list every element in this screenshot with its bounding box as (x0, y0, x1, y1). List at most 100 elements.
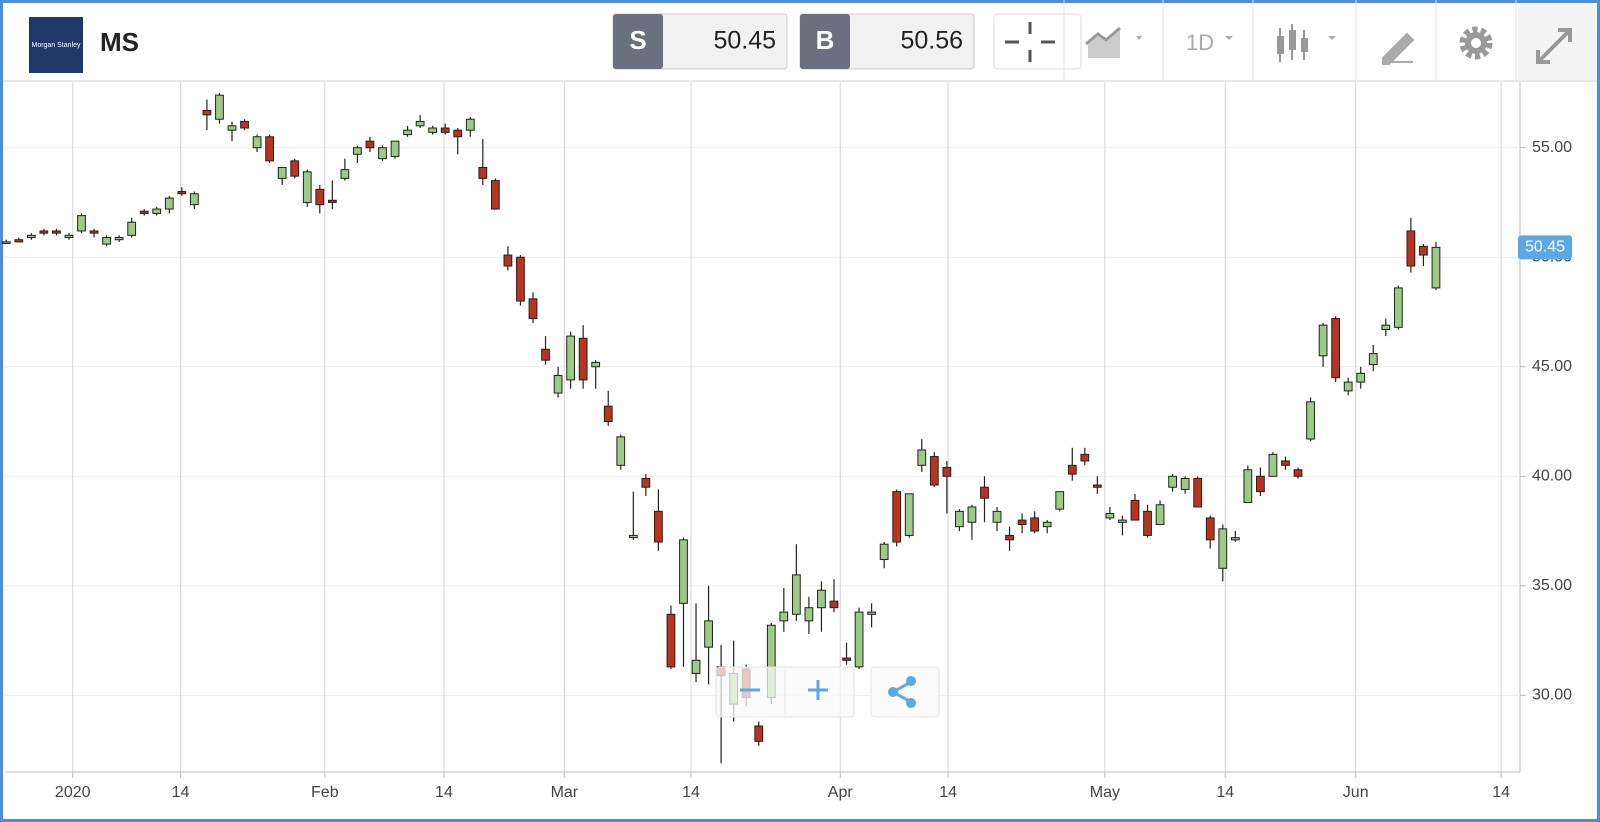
candle-body (114, 237, 124, 241)
candle-body (804, 607, 814, 622)
candle-body (1406, 230, 1416, 267)
candle-body (465, 118, 475, 131)
sell-tag (613, 14, 663, 69)
candle-body (453, 129, 463, 138)
buy-price: 50.56 (900, 27, 963, 55)
crosshair-button[interactable] (993, 13, 1082, 70)
interval[interactable]: 1D (1186, 30, 1214, 55)
gear-teeth (1459, 26, 1493, 60)
candle-body (691, 659, 701, 674)
x-tick-label: Apr (828, 784, 854, 801)
candle-body (791, 574, 801, 615)
x-tick-label: May (1090, 784, 1120, 801)
x-tick-label: 14 (939, 784, 957, 801)
candle-body (302, 171, 312, 203)
candle-body (189, 193, 199, 206)
candle-body (353, 147, 362, 155)
buy-button[interactable]: B 50.56 (799, 13, 975, 70)
candle-body (817, 589, 826, 609)
candle-body (528, 298, 538, 320)
dropdown-arrow (1225, 36, 1233, 40)
x-tick-label: Jun (1343, 784, 1369, 801)
candle-body (516, 256, 525, 302)
y-tick-label: 40.00 (1532, 468, 1572, 485)
candle-body (854, 611, 864, 668)
candle-body (378, 147, 387, 160)
toolbar: Morgan Stanley MS S 50.45 B 50.56 1D (3, 0, 1597, 82)
candle-body (152, 208, 162, 214)
buy-label: B (816, 25, 835, 55)
candle-body (1105, 513, 1115, 519)
chart-type-button[interactable] (1085, 26, 1142, 58)
candle-body (779, 611, 789, 622)
candle-body (478, 166, 488, 179)
candle-body (654, 510, 663, 543)
interval-button[interactable]: 1D (1186, 30, 1233, 55)
x-tick-label: 2020 (55, 784, 91, 801)
candle-body (403, 129, 412, 136)
candle-body (955, 510, 964, 528)
chart-type-icon (1088, 30, 1120, 58)
zoom-controls (715, 666, 940, 718)
candle-body (1368, 353, 1378, 366)
candle-body (879, 543, 889, 561)
candles-button[interactable] (1277, 24, 1336, 62)
fullscreen-icon (1536, 28, 1572, 64)
candle-body (1055, 491, 1065, 510)
candle-body (1080, 453, 1090, 462)
last-price-label: 50.45 (1525, 239, 1565, 256)
sell-button[interactable]: S 50.45 (612, 13, 788, 70)
candle-body (14, 239, 24, 243)
chart-type-line (1085, 26, 1121, 46)
candle-body (1281, 460, 1290, 466)
candle-body (1343, 381, 1353, 392)
candle-body (26, 234, 36, 239)
share-box[interactable] (870, 666, 940, 718)
candle-body (1130, 499, 1140, 521)
candle-body (1431, 246, 1441, 289)
candle-body (1030, 517, 1040, 532)
candle-body (1331, 318, 1341, 379)
candle-body (52, 230, 61, 234)
sell-price: 50.45 (713, 27, 776, 55)
zoom-in[interactable] (808, 680, 828, 700)
candle-body (867, 611, 876, 615)
candle-body (139, 210, 149, 214)
draw-button[interactable] (1382, 32, 1415, 65)
candle-body (1356, 372, 1366, 383)
candle-body (1243, 469, 1253, 504)
candle-body (202, 109, 212, 116)
candle-body (290, 160, 300, 177)
candle-body (541, 348, 550, 361)
x-tick-label: 14 (1216, 784, 1234, 801)
candle-body (591, 361, 601, 368)
candle-body (177, 191, 187, 195)
candle-body (1381, 324, 1391, 331)
candle-wicks (1279, 24, 1305, 62)
settings-button[interactable] (1459, 26, 1493, 60)
candle-body (1155, 504, 1165, 525)
crosshair-box[interactable] (993, 13, 1082, 70)
candle-body (704, 620, 713, 648)
candle-body (566, 335, 576, 381)
candle-body (1118, 519, 1127, 523)
candle-body (415, 120, 425, 127)
candle-body (1005, 534, 1014, 541)
candle-body (754, 725, 764, 742)
fullscreen-button[interactable] (1518, 4, 1596, 80)
candle-body (1268, 453, 1278, 477)
share-dot (906, 676, 916, 686)
candle-body (1092, 484, 1102, 488)
candle-body (904, 493, 914, 536)
candle-body (1067, 464, 1077, 475)
candle-body (1256, 475, 1265, 493)
candle-body (440, 127, 450, 133)
candle-body (628, 534, 638, 539)
y-tick-label: 30.00 (1532, 687, 1572, 704)
candle-body (390, 140, 400, 157)
candle-body (428, 127, 438, 133)
candle-body (1306, 401, 1315, 440)
candle-body (992, 510, 1002, 523)
candle-body (340, 169, 350, 179)
